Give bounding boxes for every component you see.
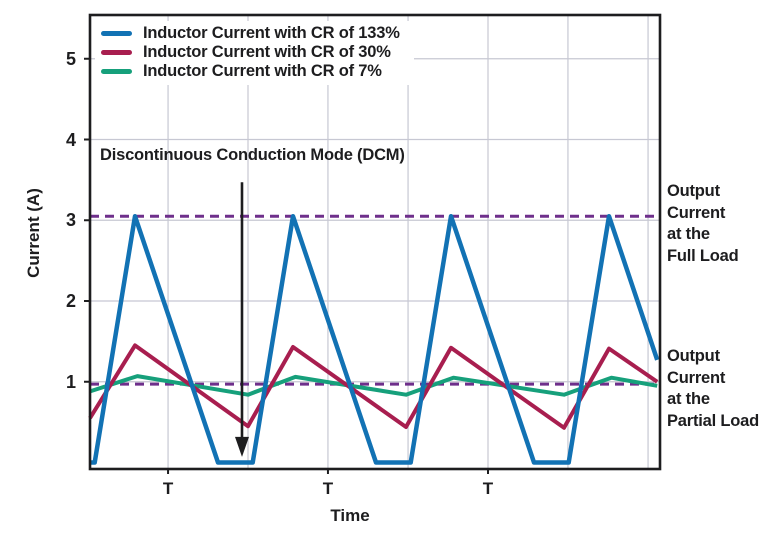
y-axis-title: Current (A) [24, 188, 43, 278]
legend-swatch-30-icon [101, 50, 132, 55]
dcm-arrowhead-icon [234, 436, 249, 457]
partial-load-label-line: Output [667, 347, 720, 365]
legend-label: Inductor Current with CR of 133% [143, 24, 400, 42]
x-tick-label: T [482, 479, 494, 498]
y-tick-label: 1 [65, 371, 76, 392]
legend-item: Inductor Current with CR of 30% [101, 43, 400, 62]
full-load-label: Output Current at the Full Load [667, 181, 779, 267]
partial-load-label: Output Current at the Partial Load [667, 346, 779, 432]
x-tick-label: T [322, 479, 334, 498]
partial-load-label-line: Current [667, 368, 726, 387]
legend-label: Inductor Current with CR of 7% [143, 62, 382, 80]
legend-swatch-7-icon [101, 69, 132, 74]
series-line [89, 374, 658, 397]
full-load-label-line: Current [667, 203, 726, 222]
legend: Inductor Current with CR of 133% Inducto… [95, 21, 414, 85]
series-line [88, 343, 659, 430]
series-line [90, 213, 660, 465]
x-axis-title: Time [330, 506, 370, 525]
legend-item: Inductor Current with CR of 133% [101, 24, 400, 43]
y-tick-label: 2 [65, 291, 76, 311]
full-load-label-line: Full Load [667, 246, 739, 265]
legend-swatch-133-icon [101, 31, 132, 36]
y-tick-label: 5 [65, 48, 76, 69]
plot-border [88, 13, 662, 471]
legend-item: Inductor Current with CR of 7% [101, 62, 400, 81]
y-tick-label: 4 [65, 129, 76, 150]
legend-label: Inductor Current with CR of 30% [143, 43, 391, 61]
partial-load-label-line: Partial Load [667, 411, 760, 430]
dcm-annotation: Discontinuous Conduction Mode (DCM) [100, 146, 405, 164]
full-load-label-line: at the [667, 225, 710, 243]
x-tick-label: T [162, 479, 174, 498]
y-tick-label: 3 [65, 210, 76, 231]
full-load-label-line: Output [667, 182, 720, 200]
partial-load-label-line: at the [667, 390, 710, 408]
